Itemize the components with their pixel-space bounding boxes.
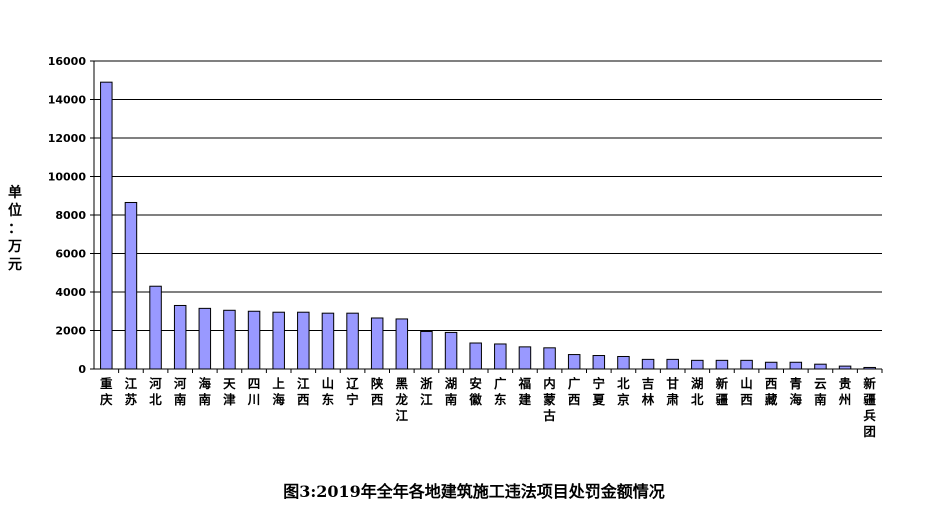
y-tick-label: 10000 [48,171,87,184]
x-tick-label: 黑龙江 [395,376,409,423]
bar-新疆 [715,359,729,370]
x-tick-label: 陕西 [371,376,384,407]
x-tick-label: 河北 [149,376,162,407]
bar-江苏 [124,201,138,370]
bar-广东 [494,343,507,370]
x-tick-label: 广东 [494,376,507,407]
axes [90,60,883,373]
x-tick-label: 湖南 [445,376,458,407]
x-tick-label: 河南 [174,376,187,407]
x-tick-label: 辽宁 [346,376,359,407]
x-tick-label: 新疆 [716,376,729,407]
y-tick-labels: 0 2000 4000 6000 8000 10000 12000 14000 16000 [48,55,87,376]
x-tick-label: 浙江 [420,376,433,407]
bar-天津 [223,309,236,370]
y-tick-label: 0 [78,363,86,376]
bar-江西 [297,311,310,370]
bar-浙江 [420,330,433,370]
x-tick-label: 四川 [247,376,261,407]
x-tick-label: 山东 [322,376,335,407]
bar-上海 [272,311,285,370]
x-tick-label: 甘肃 [666,376,679,407]
bar-河北 [149,285,162,370]
x-tick-label: 宁夏 [592,376,606,407]
bar-辽宁 [346,312,359,370]
x-tick-label: 青海 [790,376,803,407]
x-tick-label: 重庆 [99,376,113,407]
x-tick-label: 北京 [617,376,630,407]
bar-陕西 [370,317,384,370]
bar-云南 [814,363,827,370]
x-tick-label: 新疆兵团 [863,376,876,439]
bar-甘肃 [666,358,679,370]
x-tick-label: 海南 [199,376,212,407]
x-tick-label: 天津 [223,376,236,407]
chart-title: 图3:2019年全年各地建筑施工违法项目处罚金额情况 [283,482,665,501]
x-tick-label: 云南 [814,376,827,407]
x-tick-label: 福建 [518,376,532,407]
y-tick-label: 6000 [55,248,86,261]
y-axis-label-char: 单 [8,185,22,201]
x-tick-label: 上海 [272,376,285,407]
x-tick-label: 江西 [297,376,310,407]
bar-湖北 [691,359,704,370]
x-tick-label: 安徽 [468,376,482,407]
bar-宁夏 [592,355,606,370]
bar-山东 [321,312,335,370]
bars [100,81,876,370]
x-tick-label: 山西 [740,376,753,407]
x-tick-label: 内蒙古 [543,376,556,423]
y-axis-label-char: 万 [8,239,22,255]
y-tick-label: 12000 [48,132,87,145]
bar-四川 [247,310,261,370]
bar-内蒙古 [543,347,556,370]
y-axis-label-char: 元 [8,257,22,273]
bar-河南 [173,304,187,370]
y-tick-label: 14000 [48,94,87,107]
bar-黑龙江 [395,318,409,370]
x-tick-label: 贵州 [838,376,852,407]
bar-青海 [789,361,803,370]
bar-吉林 [641,358,655,370]
x-tick-label: 江苏 [125,376,138,407]
bar-北京 [617,355,630,370]
x-tick-label: 吉林 [642,376,655,407]
y-tick-label: 2000 [55,325,86,338]
y-axis-label-char: 位 [8,203,22,219]
bar-海南 [198,307,212,370]
y-tick-label: 8000 [55,209,86,222]
y-axis-label: 单位 ： 万元 [4,184,26,274]
y-tick-label: 16000 [48,55,87,68]
x-tick-label: 广西 [568,376,581,407]
bar-重庆 [100,81,113,370]
x-tick-labels: 重庆江苏河北河南海南天津四川上海江西山东辽宁陕西黑龙江浙江湖南安徽广东福建内蒙古… [99,376,876,439]
x-tick-label: 西藏 [765,376,778,407]
bar-广西 [567,354,581,370]
bar-西藏 [764,361,778,370]
bar-山西 [740,359,753,370]
bar-福建 [518,346,532,370]
gridlines [94,60,882,331]
bar-湖南 [444,331,458,370]
bar-安徽 [469,342,482,370]
y-axis-label-char: ： [8,221,22,237]
x-tick-label: 湖北 [691,376,704,407]
y-tick-label: 4000 [55,286,86,299]
